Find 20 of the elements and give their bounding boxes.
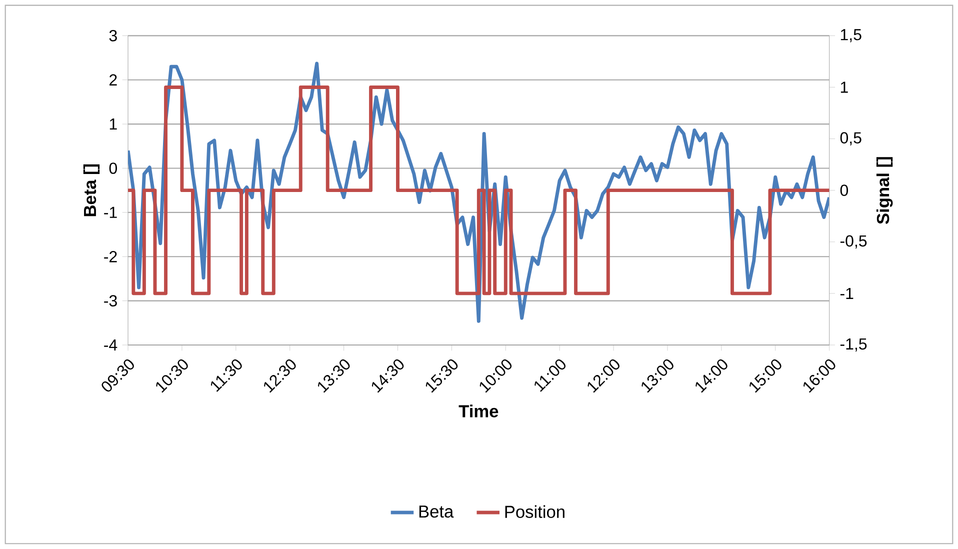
y2-tick-label: -0,5 (840, 235, 867, 248)
y2-tick-label: -1,5 (840, 338, 867, 352)
y2-tick-label: 1,5 (840, 29, 862, 42)
y2-axis-title: Signal [] (876, 157, 893, 224)
y-tick-label: 0 (109, 162, 117, 174)
y-axis-title: Beta [] (83, 164, 100, 216)
y-tick-label: -2 (104, 251, 117, 262)
y-tick-label: -3 (104, 295, 117, 306)
legend-label: Position (505, 505, 564, 518)
y-tick-label: -4 (104, 339, 118, 350)
x-axis-title: Time (458, 404, 498, 418)
legend-label: Beta (419, 506, 454, 518)
y2-tick-label: 0 (840, 184, 848, 196)
y-tick-label: -1 (104, 206, 117, 218)
y-tick-label: 1 (110, 118, 117, 130)
y2-tick-label: 0,5 (840, 132, 862, 146)
y2-tick-label: 1 (840, 82, 848, 93)
y-tick-label: 2 (110, 74, 117, 86)
y-tick-label: 3 (109, 30, 117, 42)
y2-tick-label: -1 (840, 288, 854, 299)
